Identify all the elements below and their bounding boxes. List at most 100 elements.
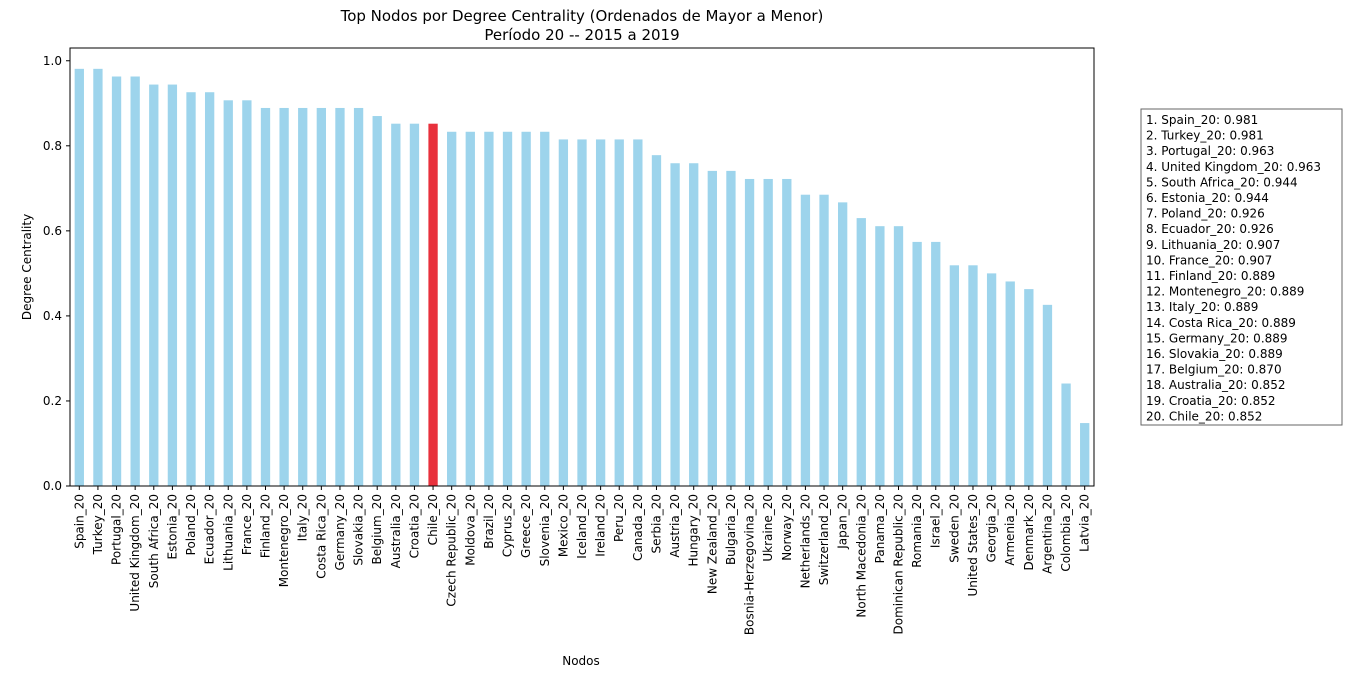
bar-serbia-20 [651,155,662,486]
bars-group [74,68,1090,487]
x-tick-label: Lithuania_20 [221,494,235,571]
x-tick-label: Czech Republic_20 [445,494,459,607]
x-tick-label: Norway_20 [780,494,794,561]
bar-dominican-republic-20 [893,226,904,486]
bar-canada-20 [633,139,643,486]
x-tick-label: Austria_20 [668,494,682,558]
bar-slovakia-20 [353,107,364,486]
bar-cyprus-20 [502,131,513,486]
x-tick-label: Costa Rica_20 [314,494,328,579]
bar-portugal-20 [111,76,122,486]
x-tick-label: Greece_20 [519,494,533,558]
bar-argentina-20 [1042,304,1053,486]
x-tick-label: Peru_20 [612,494,626,542]
x-tick-label: Mexico_20 [556,494,570,557]
legend-entry: 6. Estonia_20: 0.944 [1146,191,1269,205]
x-tick-label: Australia_20 [389,494,403,568]
legend: 1. Spain_20: 0.981 2. Turkey_20: 0.9813. … [1140,108,1343,426]
chart-subtitle: Período 20 -- 2015 a 2019 [484,26,679,44]
x-tick-label: Italy_20 [296,494,310,541]
x-tick-label: Panama_20 [873,494,887,563]
x-tick-label: Iceland_20 [575,494,589,559]
x-tick-label: Croatia_20 [407,494,421,558]
x-tick-label: Sweden_20 [947,494,961,563]
bar-moldova-20 [465,131,475,486]
bar-croatia-20 [409,123,420,486]
legend-entry: 19. Croatia_20: 0.852 [1146,394,1276,408]
bar-australia-20 [391,123,401,486]
x-tick-label: Armenia_20 [1003,494,1017,566]
legend-entry: 2. Turkey_20: 0.981 [1146,129,1264,143]
x-tick-label: Slovenia_20 [538,494,552,566]
bar-greece-20 [521,131,531,486]
bar-denmark-20 [1024,289,1034,486]
x-tick-label: Georgia_20 [985,494,999,562]
x-tick-label: Denmark_20 [1022,494,1036,570]
x-tick-label: Moldova_20 [463,494,477,566]
legend-entry: 3. Portugal_20: 0.963 [1146,144,1274,158]
bar-netherlands-20 [800,194,811,486]
y-tick-label: 0.4 [43,309,62,323]
bar-hungary-20 [689,163,699,486]
legend-entry: 10. France_20: 0.907 [1146,253,1272,267]
y-axis: 0.0 0.2 0.4 0.6 0.8 1.0 [43,54,70,493]
x-tick-label: Ireland_20 [594,494,608,557]
y-tick-label: 0.6 [43,224,62,238]
bar-armenia-20 [1005,281,1015,486]
legend-entry: 20. Chile_20: 0.852 [1146,409,1262,423]
bar-israel-20 [931,241,941,486]
bar-ecuador-20 [204,92,215,486]
bar-spain-20 [74,68,84,487]
x-tick-label: Brazil_20 [482,494,496,549]
bar-north-macedonia-20 [856,218,866,486]
y-tick-label: 1.0 [43,54,62,68]
bar-slovenia-20 [540,131,550,486]
bar-united-states-20 [968,265,978,486]
bar-south-africa-20 [149,84,159,487]
x-tick-label: United States_20 [966,494,980,597]
bar-poland-20 [186,92,196,486]
x-tick-label: Turkey_20 [91,494,105,555]
bar-united-kingdom-20 [130,76,140,486]
bar-georgia-20 [986,273,997,486]
x-tick-label: Bosnia-Herzegovina_20 [743,494,757,635]
bar-austria-20 [670,163,680,486]
legend-entry: 9. Lithuania_20: 0.907 [1146,238,1280,252]
bar-colombia-20 [1061,383,1071,486]
bar-belgium-20 [372,116,382,487]
x-tick-label: Serbia_20 [649,494,663,554]
bar-estonia-20 [167,84,178,487]
x-axis: Spain_20 Turkey_20 Portugal_20 United Kingd… [72,486,1092,635]
x-tick-label: Latvia_20 [1078,494,1092,552]
x-tick-label: Slovakia_20 [352,494,366,566]
legend-entry: 16. Slovakia_20: 0.889 [1146,347,1283,361]
bar-bosnia-herzegovina-20 [744,178,755,486]
bar-chile-20 [428,123,438,486]
y-tick-label: 0.8 [43,139,62,153]
x-tick-label: United Kingdom_20 [128,494,142,612]
bar-costa-rica-20 [316,107,326,486]
chart-title: Top Nodos por Degree Centrality (Ordenad… [340,7,824,25]
legend-entry: 15. Germany_20: 0.889 [1146,331,1288,345]
legend-entry: 7. Poland_20: 0.926 [1146,207,1265,221]
x-tick-label: Spain_20 [72,494,86,549]
legend-entry: 4. United Kingdom_20: 0.963 [1146,160,1321,174]
x-tick-label: France_20 [240,494,254,555]
x-tick-label: New Zealand_20 [705,494,719,594]
x-tick-label: Estonia_20 [165,494,179,559]
x-tick-label: North Macedonia_20 [854,494,868,618]
x-tick-label: Netherlands_20 [798,494,812,588]
bar-latvia-20 [1080,423,1090,486]
bar-sweden-20 [949,265,960,486]
bar-panama-20 [875,226,885,486]
legend-entry: 5. South Africa_20: 0.944 [1146,175,1298,189]
x-tick-label: Germany_20 [333,494,347,570]
bar-peru-20 [614,139,624,486]
x-tick-label: Ukraine_20 [761,494,775,562]
x-tick-label: Argentina_20 [1040,494,1054,574]
bar-romania-20 [912,241,922,486]
x-tick-label: Japan_20 [836,494,850,550]
legend-entry: 14. Costa Rica_20: 0.889 [1146,316,1296,330]
x-tick-label: Belgium_20 [370,494,384,564]
x-tick-label: Canada_20 [631,494,645,561]
